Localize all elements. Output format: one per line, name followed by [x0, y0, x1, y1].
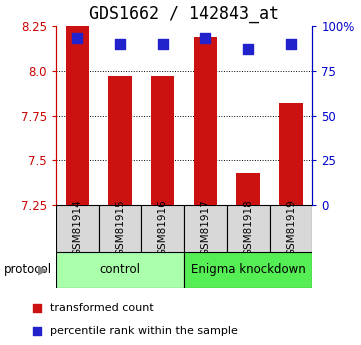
Bar: [184, 205, 227, 252]
Text: GSM81917: GSM81917: [200, 199, 210, 256]
Point: [34, 305, 40, 311]
Bar: [184, 252, 312, 288]
Bar: [227, 205, 270, 252]
Bar: [66, 26, 89, 205]
Bar: [99, 205, 142, 252]
Text: GSM81914: GSM81914: [72, 199, 82, 256]
Point: [160, 41, 166, 47]
Text: Enigma knockdown: Enigma knockdown: [191, 264, 305, 276]
Text: GSM81915: GSM81915: [115, 199, 125, 256]
Bar: [56, 252, 184, 288]
Text: ▶: ▶: [38, 264, 47, 276]
Bar: [279, 103, 303, 205]
Point: [34, 328, 40, 334]
Text: control: control: [100, 264, 140, 276]
Text: protocol: protocol: [4, 264, 52, 276]
Text: transformed count: transformed count: [50, 303, 154, 313]
Point: [74, 36, 80, 41]
Point: [288, 41, 294, 47]
Text: GSM81919: GSM81919: [286, 199, 296, 256]
Text: GSM81916: GSM81916: [158, 199, 168, 256]
Bar: [236, 173, 260, 205]
Point: [117, 41, 123, 47]
Bar: [56, 205, 99, 252]
Point: [203, 36, 208, 41]
Text: GSM81918: GSM81918: [243, 199, 253, 256]
Bar: [270, 205, 312, 252]
Point: [245, 47, 251, 52]
Title: GDS1662 / 142843_at: GDS1662 / 142843_at: [89, 5, 279, 23]
Bar: [142, 205, 184, 252]
Bar: [194, 37, 217, 205]
Bar: [108, 76, 132, 205]
Bar: [151, 76, 174, 205]
Text: percentile rank within the sample: percentile rank within the sample: [50, 326, 238, 336]
